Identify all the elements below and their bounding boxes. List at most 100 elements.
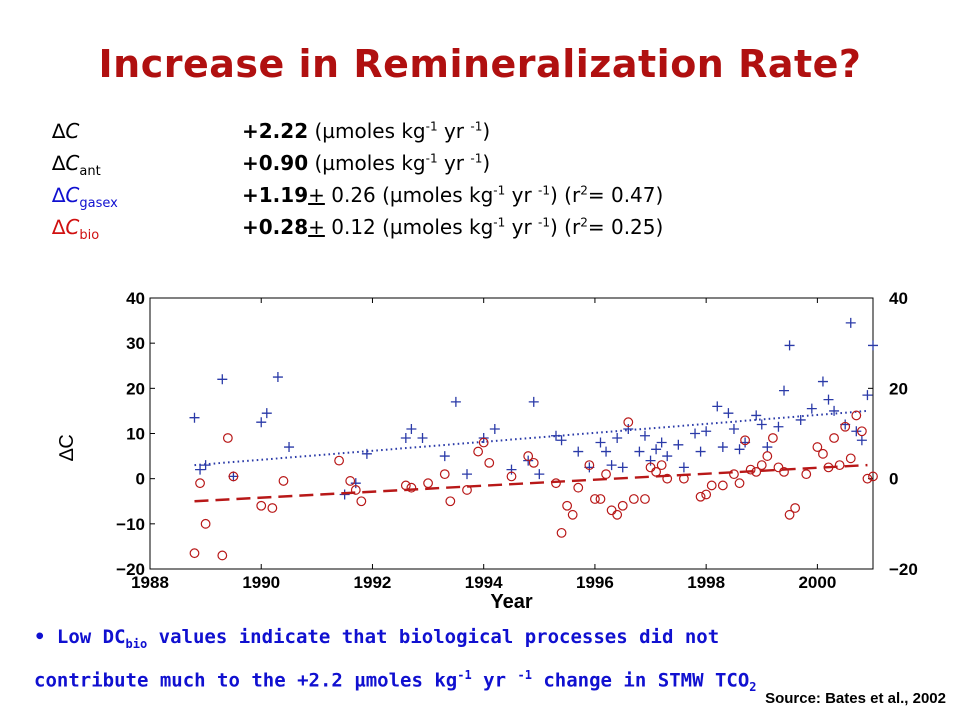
data-point-plus xyxy=(662,451,673,462)
data-point-circle xyxy=(439,469,450,480)
data-point-plus xyxy=(712,401,723,412)
data-point-circle xyxy=(706,480,717,491)
data-point-plus xyxy=(595,437,606,448)
units-c: ) xyxy=(550,182,558,207)
units-c: ) xyxy=(482,118,491,143)
data-point-circle xyxy=(567,509,578,520)
data-point-circle xyxy=(584,460,595,471)
data-point-circle xyxy=(812,442,823,452)
data-point-circle xyxy=(423,478,433,489)
data-point-circle xyxy=(762,451,773,461)
rate-error: 0.26 xyxy=(324,182,376,207)
r2-label: (r xyxy=(557,182,581,207)
data-point-plus xyxy=(634,446,645,457)
r2-label: (r xyxy=(557,214,581,239)
trend-line-1 xyxy=(194,463,868,503)
data-point-circle xyxy=(695,491,706,502)
data-point-circle xyxy=(856,426,867,437)
units-exp1: -1 xyxy=(425,119,438,133)
data-point-plus xyxy=(845,317,856,328)
data-point-plus xyxy=(350,478,361,489)
data-point-plus xyxy=(228,471,239,482)
units-exp1: -1 xyxy=(493,183,506,197)
plus-minus: + xyxy=(308,214,325,239)
data-point-circle xyxy=(590,494,600,504)
data-point-plus xyxy=(645,455,656,466)
data-point-circle xyxy=(868,471,878,482)
note-line1-a: Low DC xyxy=(56,626,126,648)
data-point-circle xyxy=(278,476,289,486)
data-point-plus xyxy=(723,408,734,419)
data-point-circle xyxy=(834,460,845,471)
y2-tick-label: 40 xyxy=(889,289,908,308)
delta-symbol: ∆ xyxy=(52,182,66,207)
x-tick-label: 1990 xyxy=(242,573,280,592)
data-point-circle xyxy=(523,451,534,461)
data-point-plus xyxy=(868,340,878,351)
data-point-plus xyxy=(823,394,834,405)
data-point-circle xyxy=(506,471,517,482)
data-point-circle xyxy=(189,548,200,559)
data-point-circle xyxy=(745,464,756,475)
data-point-plus xyxy=(195,464,206,475)
data-point-circle xyxy=(406,482,417,493)
symbol-c: C xyxy=(65,118,80,143)
delta-symbol: ∆ xyxy=(52,214,66,239)
x-axis-label: Year xyxy=(490,591,532,613)
data-point-plus xyxy=(439,451,450,462)
rate-error: 0.12 xyxy=(324,214,376,239)
units-exp2: -1 xyxy=(538,183,551,197)
equation-symbol: ∆Cgasex xyxy=(52,179,242,220)
data-point-circle xyxy=(740,435,750,446)
data-point-plus xyxy=(795,414,806,425)
equation-value: +0.28+ 0.12 (µmoles kg-1 yr -1) (r2= 0.2… xyxy=(242,215,663,239)
data-point-plus xyxy=(678,462,689,473)
data-point-plus xyxy=(639,430,650,441)
data-point-circle xyxy=(651,466,661,477)
data-point-plus xyxy=(756,419,767,430)
symbol-subscript: gasex xyxy=(79,195,118,211)
data-point-plus xyxy=(200,460,211,471)
data-point-plus xyxy=(339,489,350,500)
units-c: ) xyxy=(550,214,558,239)
units-b: yr xyxy=(505,182,539,207)
data-point-circle xyxy=(350,485,361,495)
data-point-circle xyxy=(767,433,778,443)
plot-frame xyxy=(149,297,874,570)
y-tick-label: 30 xyxy=(126,334,145,353)
data-point-plus xyxy=(701,426,712,437)
data-point-plus xyxy=(534,469,545,480)
equation-row: ∆Cant +0.90 (µmoles kg-1 yr -1) xyxy=(52,142,490,179)
r2-exp: 2 xyxy=(580,183,588,197)
data-point-circle xyxy=(200,518,211,529)
units-exp2: -1 xyxy=(470,151,483,165)
data-point-circle xyxy=(573,482,584,493)
units-a: (µmoles kg xyxy=(308,150,426,175)
data-point-plus xyxy=(656,437,667,448)
y-tick-label: −10 xyxy=(116,515,145,534)
data-point-plus xyxy=(406,423,417,434)
y-tick-label: −20 xyxy=(116,560,145,579)
data-point-circle xyxy=(751,466,762,477)
x-tick-label: 2000 xyxy=(798,573,836,592)
data-point-circle xyxy=(217,550,228,561)
note-line2-a: contribute much to the +2.2 µmoles kg xyxy=(34,669,458,692)
data-point-circle xyxy=(484,457,495,468)
data-point-circle xyxy=(784,509,795,520)
data-point-plus xyxy=(784,340,795,351)
rate-value: +2.22 xyxy=(242,118,309,143)
data-point-circle xyxy=(195,478,205,489)
data-point-circle xyxy=(345,476,356,486)
data-point-plus xyxy=(417,433,428,444)
note-line2-c: change in STMW TCO xyxy=(531,669,750,692)
note-sub-2: 2 xyxy=(749,679,757,694)
rate-value: +1.19 xyxy=(242,182,309,207)
data-point-circle xyxy=(628,494,639,504)
source-citation: Source: Bates et al., 2002 xyxy=(765,690,946,707)
symbol-c: C xyxy=(65,182,80,207)
y2-tick-label: −20 xyxy=(889,560,918,579)
data-point-plus xyxy=(862,390,873,401)
data-point-plus xyxy=(751,410,762,421)
data-point-circle xyxy=(222,433,233,443)
data-point-plus xyxy=(612,433,623,444)
